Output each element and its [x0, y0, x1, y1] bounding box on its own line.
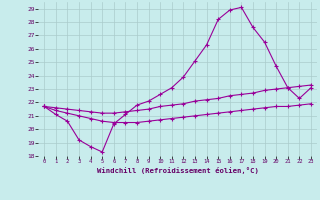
X-axis label: Windchill (Refroidissement éolien,°C): Windchill (Refroidissement éolien,°C) — [97, 167, 259, 174]
